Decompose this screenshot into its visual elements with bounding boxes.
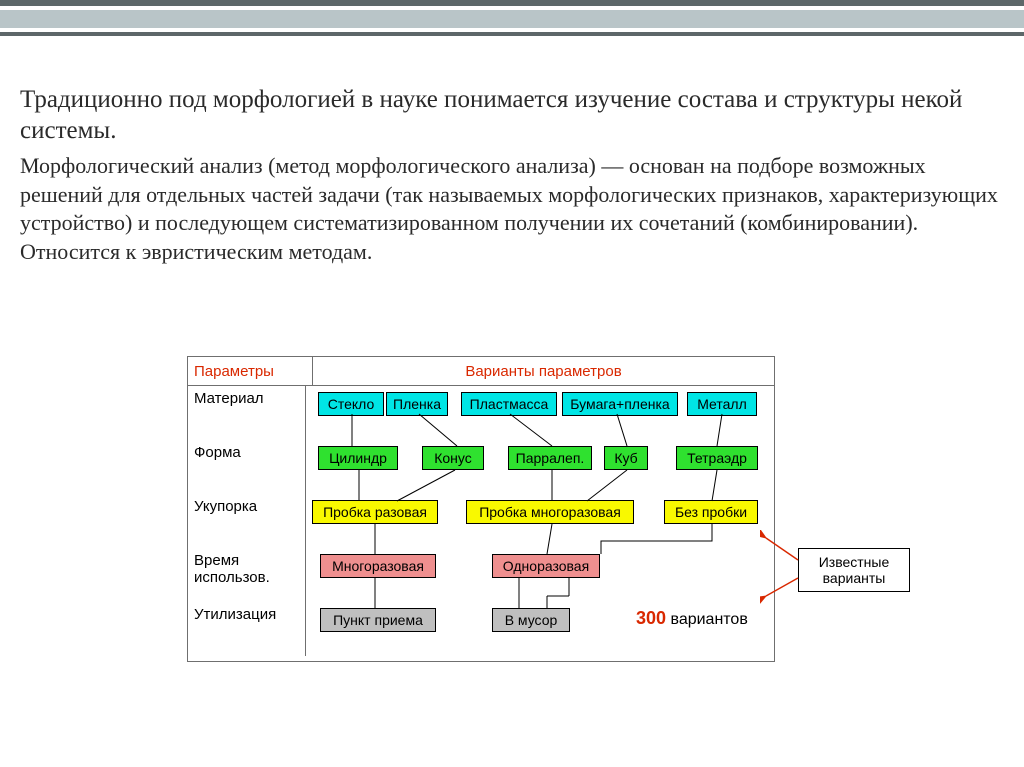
option-box: Пробка многоразовая	[466, 500, 634, 524]
option-box: Пункт приема	[320, 608, 436, 632]
option-box: Одноразовая	[492, 554, 600, 578]
intro-paragraph-1: Традиционно под морфологией в науке пони…	[20, 84, 1000, 147]
option-box: Тетраэдр	[676, 446, 758, 470]
row-options: Пункт приема В мусор 300 вариантов	[306, 602, 774, 656]
table-row: Времяиспользов. Многоразовая Одноразовая	[188, 548, 774, 602]
option-box: Многоразовая	[320, 554, 436, 578]
row-options: Цилиндр Конус Парралеп. Куб Тетраэдр	[306, 440, 774, 494]
table-row: Утилизация Пункт приема В мусор 300 вариант…	[188, 602, 774, 656]
option-box: Пластмасса	[461, 392, 557, 416]
top-decoration	[0, 0, 1024, 26]
row-label: Утилизация	[188, 602, 306, 656]
option-box: В мусор	[492, 608, 570, 632]
option-box: Парралеп.	[508, 446, 592, 470]
row-label: Материал	[188, 386, 306, 440]
header-variants: Варианты параметров	[313, 357, 774, 385]
option-box: Без пробки	[664, 500, 758, 524]
option-box: Стекло	[318, 392, 384, 416]
header-parameters: Параметры	[188, 357, 313, 385]
option-box: Куб	[604, 446, 648, 470]
row-label: Времяиспользов.	[188, 548, 306, 602]
table-header: Параметры Варианты параметров	[188, 357, 774, 386]
count-text: 300 вариантов	[636, 608, 748, 629]
option-box: Пробка разовая	[312, 500, 438, 524]
morph-table: Параметры Варианты параметров МатериалСт…	[187, 356, 775, 662]
row-options: Пробка разовая Пробка многоразовая Без про…	[306, 494, 774, 548]
option-box: Конус	[422, 446, 484, 470]
table-row: Форма Цилиндр Конус Парралеп. Куб Тетраэдр	[188, 440, 774, 494]
option-box: Бумага+пленка	[562, 392, 678, 416]
row-options: СтеклоПленка ПластмассаБумага+пленка Метал…	[306, 386, 774, 440]
callout-known-variants: Известные варианты	[798, 548, 910, 592]
table-row: УкупоркаПробка разовая Пробка многоразова…	[188, 494, 774, 548]
option-box: Металл	[687, 392, 757, 416]
option-box: Пленка	[386, 392, 448, 416]
row-label: Укупорка	[188, 494, 306, 548]
table-row: Материал СтеклоПленка ПластмассаБумага+пле…	[188, 386, 774, 440]
option-box: Цилиндр	[318, 446, 398, 470]
intro-paragraph-2: Морфологический анализ (метод морфологич…	[20, 152, 1000, 266]
row-label: Форма	[188, 440, 306, 494]
row-options: Многоразовая Одноразовая	[306, 548, 774, 602]
